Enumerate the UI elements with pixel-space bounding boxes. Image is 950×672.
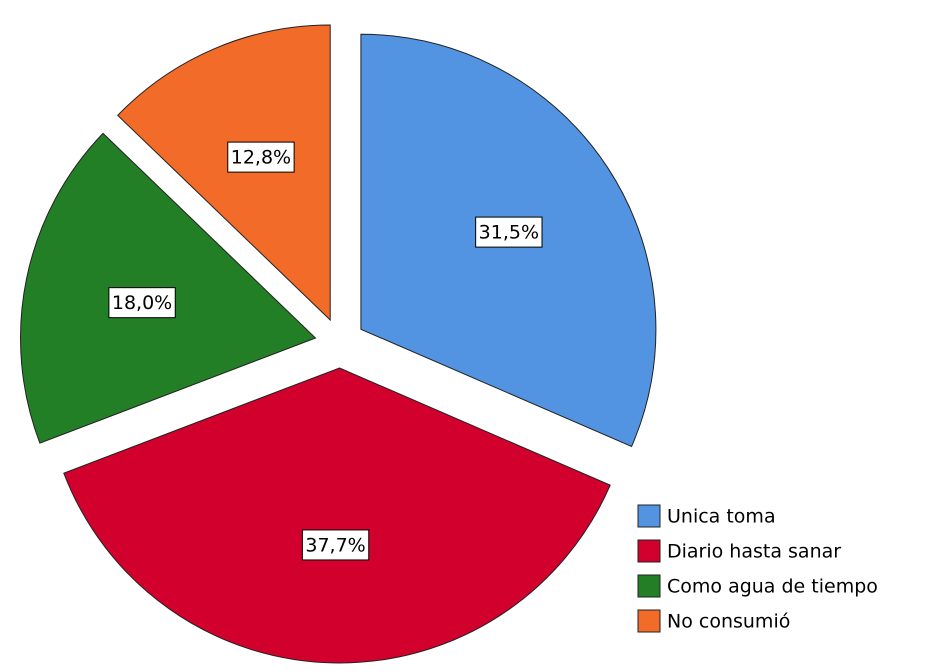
legend-swatch bbox=[637, 539, 661, 563]
legend-label: No consumió bbox=[667, 611, 790, 633]
data-label: 18,0% bbox=[108, 287, 176, 319]
legend-swatch bbox=[637, 504, 661, 528]
legend-label: Unica toma bbox=[667, 506, 776, 528]
legend-label: Diario hasta sanar bbox=[667, 541, 841, 563]
data-label-text: 37,7% bbox=[305, 534, 365, 556]
pie-slice bbox=[63, 367, 611, 664]
data-label-box bbox=[301, 529, 370, 561]
data-label-text: 12,8% bbox=[231, 147, 291, 169]
data-label: 37,7% bbox=[301, 529, 370, 561]
legend: Unica toma Diario hasta sanar Como agua de… bbox=[637, 504, 878, 633]
data-label-text: 31,5% bbox=[479, 222, 539, 244]
legend-swatch bbox=[637, 609, 661, 633]
data-label-box bbox=[227, 141, 295, 173]
data-label: 31,5% bbox=[475, 216, 543, 248]
data-label-box bbox=[475, 216, 543, 248]
legend-swatch bbox=[637, 574, 661, 598]
data-label-text: 18,0% bbox=[112, 292, 172, 314]
pie-slice bbox=[117, 24, 331, 322]
data-label-box bbox=[108, 287, 176, 319]
legend-label: Como agua de tiempo bbox=[667, 576, 878, 598]
data-label: 12,8% bbox=[227, 141, 295, 173]
